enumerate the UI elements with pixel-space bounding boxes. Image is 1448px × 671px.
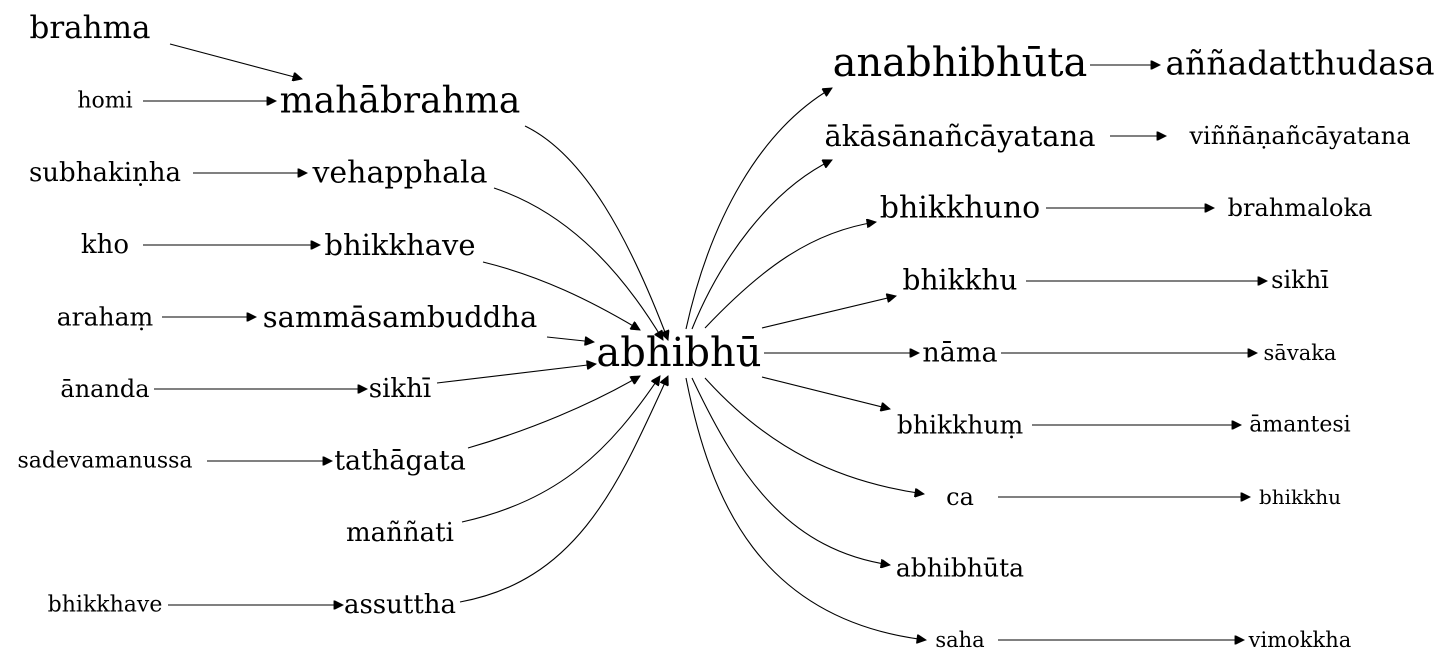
node-tathagata: tathāgata: [334, 446, 466, 477]
edge-abhibhu-saha: [685, 377, 926, 640]
node-sammasambuddha: sammāsambuddha: [263, 300, 537, 334]
node-saha: saha: [935, 628, 984, 652]
node-bhikkhum: bhikkhuṃ: [897, 411, 1024, 440]
node-savaka: sāvaka: [1264, 341, 1337, 365]
edges: [143, 43, 1267, 640]
edge-mahabrahma-abhibhu: [524, 125, 668, 340]
node-homi: homi: [77, 89, 132, 114]
nodes: abhibhū brahma mahābrahma homi subhakiṇh…: [17, 10, 1434, 652]
node-anabhibhuta: anabhibhūta: [833, 40, 1088, 86]
edge-brahma-mahabrahma: [169, 43, 302, 79]
node-sikhi-right: sikhī: [1271, 266, 1329, 294]
edge-mannati-abhibhu: [461, 376, 660, 523]
node-brahma: brahma: [30, 10, 151, 46]
node-nama: nāma: [922, 338, 997, 369]
node-sikhi-left: sikhī: [369, 374, 431, 404]
node-akasananca: ākāsānañcāyatana: [824, 119, 1095, 153]
node-vimokkha: vimokkha: [1248, 628, 1352, 652]
node-bhikkhuno: bhikkhuno: [880, 191, 1041, 226]
node-sadevamanussa: sadevamanussa: [17, 449, 192, 474]
edge-abhibhu-bhikkhum: [761, 376, 890, 409]
edge-sikhi-abhibhu: [436, 364, 596, 384]
edge-assuttha-abhibhu: [459, 376, 668, 603]
node-amantesi: āmantesi: [1249, 413, 1350, 438]
edge-abhibhu-anabhibhuta: [685, 88, 832, 330]
node-abhibhu: abhibhū: [596, 330, 761, 376]
node-araham: arahaṃ: [57, 303, 154, 332]
node-kho: kho: [81, 230, 129, 260]
node-mahabrahma: mahābrahma: [280, 81, 521, 122]
node-vinnananca: viññāṇañcāyatana: [1188, 122, 1410, 150]
node-annadatthudasa: aññadatthudasa: [1165, 44, 1434, 83]
node-bhikkhu-mid: bhikkhu: [903, 264, 1018, 297]
node-abhibhuta: abhibhūta: [896, 554, 1024, 583]
edge-abhibhu-ca: [704, 377, 924, 494]
node-subhakinha: subhakiṇha: [29, 158, 181, 188]
edge-abhibhu-akasananca: [691, 160, 832, 330]
node-ca: ca: [946, 483, 974, 511]
node-bhikkhave-left: bhikkhave: [48, 593, 163, 618]
edge-vehapphala-abhibhu: [493, 187, 663, 340]
edge-abhibhu-abhibhuta: [691, 377, 890, 565]
edge-bhikkhave-abhibhu: [482, 261, 640, 330]
node-bhikkhave-mid: bhikkhave: [324, 228, 475, 262]
edge-abhibhu-bhikkhu: [761, 296, 896, 329]
node-ananda: ānanda: [60, 375, 149, 403]
edge-tathagata-abhibhu: [467, 376, 640, 449]
node-bhikkhu-right: bhikkhu: [1259, 485, 1341, 509]
edge-abhibhu-bhikkhuno: [704, 222, 876, 329]
edge-sammasambuddha-abhibhu: [546, 337, 594, 342]
node-assuttha: assuttha: [344, 590, 456, 620]
node-mannati: maññati: [346, 518, 454, 548]
node-brahmaloka: brahmaloka: [1228, 194, 1373, 222]
node-vehapphala: vehapphala: [311, 156, 487, 191]
